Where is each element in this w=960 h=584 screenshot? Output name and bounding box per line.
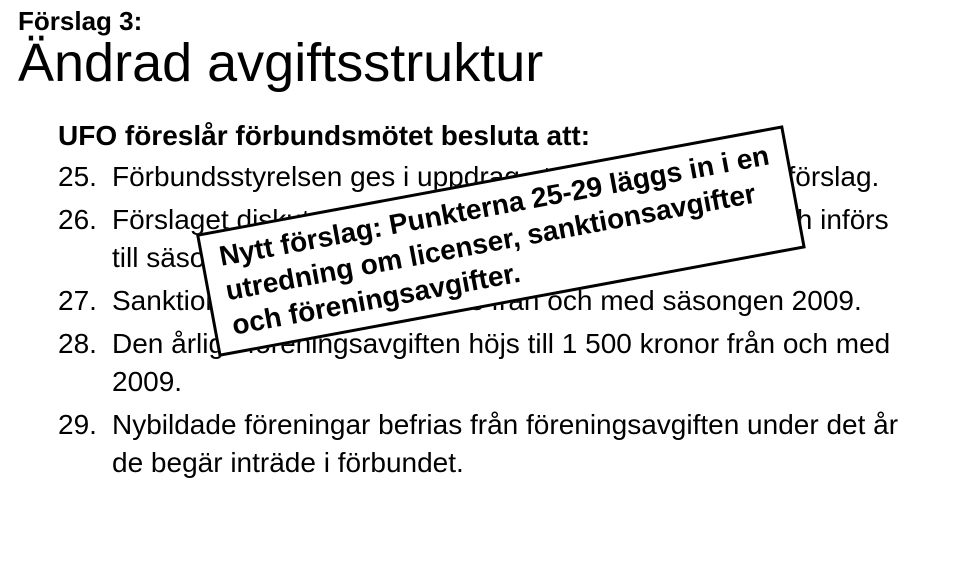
item-number: 25. — [58, 158, 102, 197]
item-number: 26. — [58, 201, 102, 240]
page-title: Ändrad avgiftsstruktur — [18, 32, 543, 94]
item-number: 29. — [58, 406, 102, 445]
list-item: 28. Den årliga föreningsavgiften höjs ti… — [58, 325, 920, 402]
document-page: Förslag 3: Ändrad avgiftsstruktur UFO fö… — [0, 0, 960, 584]
item-number: 27. — [58, 282, 102, 321]
item-number: 28. — [58, 325, 102, 364]
list-item: 29. Nybildade föreningar befrias från fö… — [58, 406, 920, 483]
subtitle: UFO föreslår förbundsmötet besluta att: — [58, 120, 590, 152]
item-text: Nybildade föreningar befrias från föreni… — [112, 406, 920, 483]
